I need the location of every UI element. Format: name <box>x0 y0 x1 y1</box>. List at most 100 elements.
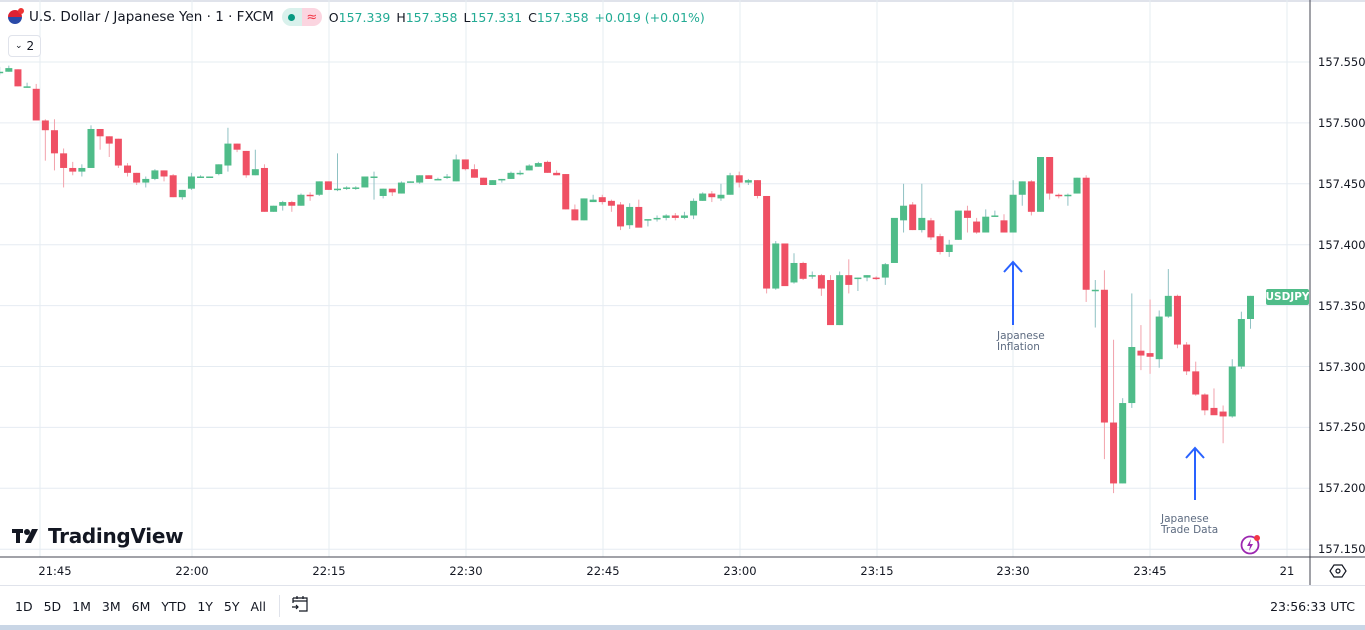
candle <box>197 175 205 178</box>
range-1y-button[interactable]: 1Y <box>197 598 213 614</box>
candle <box>1046 157 1054 200</box>
candle <box>242 150 250 178</box>
candle <box>1100 270 1108 460</box>
range-6m-button[interactable]: 6M <box>131 598 151 614</box>
candle <box>936 233 944 255</box>
candle <box>589 194 597 203</box>
candlestick-series <box>0 65 1254 494</box>
symbol-title[interactable]: U.S. Dollar / Japanese Yen · 1 · FXCM <box>29 9 274 25</box>
calendar-goto-icon <box>292 596 308 612</box>
ohlc-high: H157.358 <box>396 9 458 25</box>
candle <box>617 202 625 231</box>
candle <box>279 200 287 211</box>
candle <box>69 161 77 176</box>
candle <box>753 180 761 199</box>
candle <box>32 83 40 121</box>
candle <box>251 149 259 176</box>
time-tick-label: 21 <box>1279 564 1295 578</box>
axis-settings-button[interactable] <box>1310 557 1365 585</box>
market-status-pill[interactable]: ≈ <box>281 8 322 26</box>
bottom-toolbar: 1D 5D 1M 3M 6M YTD 1Y 5Y All 23:56:33 UT… <box>0 585 1365 626</box>
candle <box>726 172 734 195</box>
candle <box>772 241 780 290</box>
candle <box>890 217 898 263</box>
price-tick-label: 157.500 <box>1318 115 1365 130</box>
price-axis[interactable]: 157.550 157.500 157.450 157.400 157.350 157.3… <box>1310 0 1365 557</box>
time-tick-label: 22:15 <box>312 564 346 578</box>
candle <box>379 188 387 199</box>
candle <box>580 198 588 221</box>
candle <box>525 164 533 171</box>
candle <box>872 276 880 281</box>
candle <box>1192 361 1200 396</box>
price-tick-label: 157.450 <box>1318 176 1365 191</box>
range-ytd-button[interactable]: YTD <box>161 598 187 614</box>
candle <box>507 171 515 179</box>
candle <box>808 271 816 279</box>
candle <box>41 119 49 161</box>
symbol-legend: U.S. Dollar / Japanese Yen · 1 · FXCM ≈ … <box>8 8 705 26</box>
candle <box>543 160 551 173</box>
candle <box>224 127 232 172</box>
range-5d-button[interactable]: 5D <box>43 598 62 614</box>
time-tick-label: 22:00 <box>175 564 209 578</box>
candle <box>96 128 104 150</box>
range-1d-button[interactable]: 1D <box>15 598 33 614</box>
candle <box>963 205 971 233</box>
candle <box>0 66 4 76</box>
candle <box>470 164 478 178</box>
candle <box>1073 177 1081 194</box>
candle <box>142 176 150 188</box>
tradingview-logo-icon <box>12 529 38 543</box>
go-to-date-button[interactable] <box>290 594 310 618</box>
alert-lightning-button[interactable] <box>1240 534 1264 560</box>
time-tick-label: 22:45 <box>586 564 620 578</box>
candle <box>680 211 688 220</box>
candle <box>315 181 323 196</box>
price-tick-label: 157.150 <box>1318 542 1365 557</box>
candle <box>388 188 396 196</box>
candle <box>416 175 424 184</box>
candle <box>1183 342 1191 376</box>
candle <box>1119 398 1127 484</box>
time-tick-label: 23:15 <box>860 564 894 578</box>
candle <box>1018 181 1026 206</box>
chevron-down-icon: ⌄ <box>15 41 23 51</box>
tradingview-logo[interactable]: TradingView <box>12 524 184 548</box>
range-3m-button[interactable]: 3M <box>101 598 121 614</box>
candle <box>87 125 95 168</box>
candle <box>699 192 707 201</box>
price-tick-label: 157.550 <box>1318 55 1365 69</box>
range-all-button[interactable]: All <box>250 598 267 614</box>
time-axis[interactable]: 21:45 22:00 22:15 22:30 22:45 23:00 23:15 23:30… <box>0 557 1310 585</box>
lightning-alert-icon <box>1240 535 1260 555</box>
candle <box>206 176 214 178</box>
candle <box>14 69 22 87</box>
time-tick-label: 22:30 <box>449 564 483 578</box>
candle <box>836 271 844 326</box>
utc-clock[interactable]: 23:56:33 UTC <box>1270 598 1355 614</box>
candle <box>644 219 652 227</box>
candle <box>260 164 268 212</box>
candle <box>114 138 122 168</box>
candle <box>900 183 908 233</box>
candle <box>178 189 186 200</box>
candle <box>397 181 405 194</box>
candle <box>516 170 524 176</box>
candle <box>434 177 442 181</box>
candle <box>735 171 743 188</box>
ohlc-close: C157.358 <box>528 9 589 25</box>
candle <box>854 277 862 291</box>
candle <box>1082 175 1090 302</box>
range-5y-button[interactable]: 5Y <box>223 598 240 614</box>
candle <box>662 214 670 221</box>
candle <box>982 209 990 233</box>
candle <box>23 82 31 88</box>
candle <box>534 161 542 167</box>
indicators-toggle-button[interactable]: ⌄ 2 <box>8 35 42 57</box>
candle <box>151 169 159 181</box>
candle <box>407 181 415 183</box>
candle <box>489 180 497 186</box>
range-1m-button[interactable]: 1M <box>72 598 91 614</box>
